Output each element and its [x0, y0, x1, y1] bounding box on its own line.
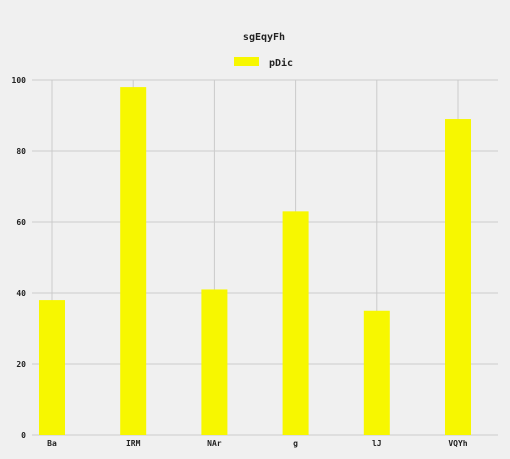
y-tick-label: 80 — [16, 147, 26, 156]
bar-vqyh — [445, 119, 471, 436]
bar-g — [282, 211, 309, 435]
x-tick-label: g — [293, 439, 298, 448]
x-axis-ticks: Ba IRM NAr g lJ VQYh — [47, 439, 468, 448]
bars — [39, 87, 471, 436]
bar-lj — [363, 310, 390, 435]
x-tick-label: IRM — [126, 439, 141, 448]
x-tick-label: lJ — [372, 439, 382, 448]
y-tick-label: 100 — [12, 76, 27, 85]
legend-label-pdic: pDic — [269, 57, 293, 69]
legend: pDic — [234, 57, 293, 69]
y-tick-label: 20 — [16, 360, 26, 369]
bar-ba — [39, 300, 65, 435]
legend-swatch-pdic — [234, 57, 259, 66]
y-axis-ticks: 0 20 40 60 80 100 — [12, 76, 27, 440]
bar-irm — [120, 87, 147, 435]
grid — [32, 79, 498, 436]
x-tick-label: NAr — [207, 439, 222, 448]
y-tick-label: 60 — [16, 218, 26, 227]
x-tick-label: VQYh — [448, 439, 467, 448]
x-tick-label: Ba — [47, 439, 57, 448]
bar-nar — [201, 289, 228, 435]
chart-title: sgEqyFh — [243, 32, 285, 43]
y-tick-label: 40 — [16, 289, 26, 298]
y-tick-label: 0 — [21, 431, 26, 440]
